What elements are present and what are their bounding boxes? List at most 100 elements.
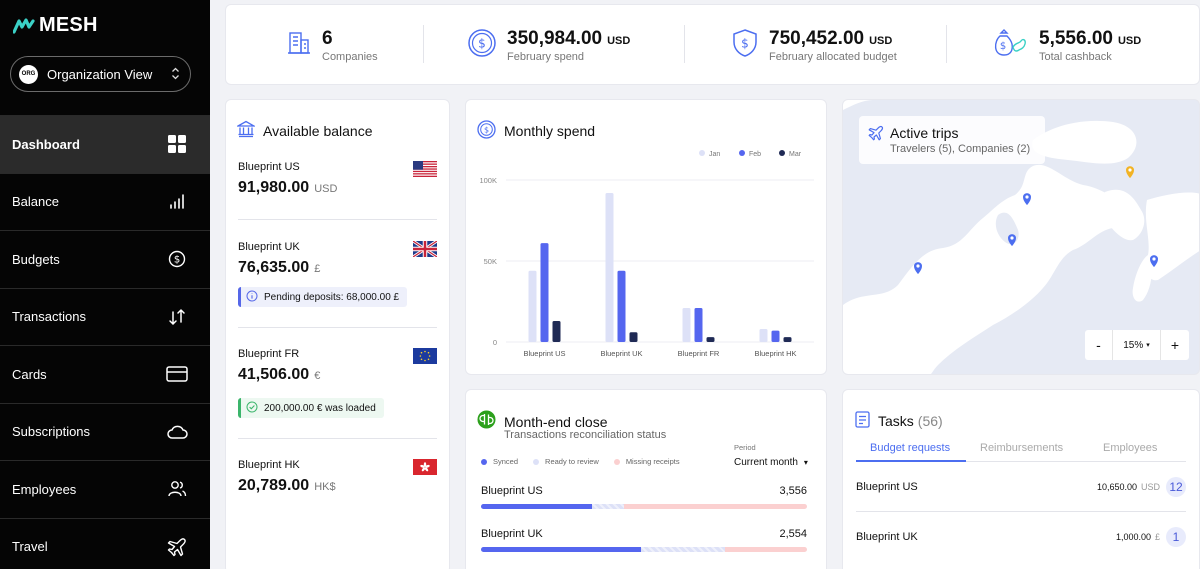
tab-budget-requests[interactable]: Budget requests xyxy=(870,442,951,454)
card-title: Active trips xyxy=(890,125,959,141)
sidebar-item-travel[interactable]: Travel xyxy=(0,519,210,569)
zoom-control: - 15% ▾ + xyxy=(1085,330,1189,360)
balance-item-uk[interactable]: Blueprint UK 76,635.00 £ xyxy=(238,241,437,277)
logo[interactable]: MESH xyxy=(13,14,98,37)
monthly-spend-chart: 0 50K 100K Blueprint US Blueprint UK Blueprin… xyxy=(479,150,814,358)
card-title: Month-end close xyxy=(504,414,608,430)
legend-label: Missing receipts xyxy=(625,457,680,466)
sidebar-item-transactions[interactable]: Transactions xyxy=(0,289,210,346)
sidebar-item-subscriptions[interactable]: Subscriptions xyxy=(0,404,210,461)
x-tick-label: Blueprint FR xyxy=(678,349,720,358)
month-end-close-card: Month-end close Transactions reconciliat… xyxy=(465,389,827,569)
zoom-level-select[interactable]: 15% ▾ xyxy=(1113,330,1161,360)
svg-text:$: $ xyxy=(478,37,486,51)
stat-label: February allocated budget xyxy=(769,51,897,63)
reconciliation-row[interactable]: Blueprint UK 2,554 xyxy=(481,528,807,540)
monthly-spend-card: $ Monthly spend 0 50K 100K Blueprint US Blue… xyxy=(465,99,827,375)
stat-unit: USD xyxy=(607,35,631,47)
sidebar-item-label: Travel xyxy=(12,539,48,555)
balance-amount: 91,980.00 xyxy=(238,179,310,196)
stat-cashback: $ 5,556.00 USD Total cashback xyxy=(991,5,1141,86)
available-balance-card: Available balance Blueprint US 91,980.00… xyxy=(225,99,450,569)
balance-item-us[interactable]: Blueprint US 91,980.00 USD xyxy=(238,161,437,197)
stat-unit: USD xyxy=(1117,35,1142,47)
svg-text:$: $ xyxy=(484,126,489,135)
hk-flag-icon xyxy=(413,459,437,475)
note-text: 200,000.00 € was loaded xyxy=(264,402,376,414)
missing-segment xyxy=(624,504,807,509)
zoom-in-button[interactable]: + xyxy=(1170,337,1180,353)
count-badge: 1 xyxy=(1166,527,1186,547)
divider xyxy=(238,219,437,220)
synced-segment xyxy=(481,547,641,552)
task-list-icon xyxy=(855,410,870,431)
quickbooks-icon xyxy=(477,410,496,434)
company-name: Blueprint FR xyxy=(238,348,300,360)
sidebar-item-budgets[interactable]: Budgets $ xyxy=(0,231,210,289)
legend-swatch xyxy=(533,458,540,465)
x-tick-label: Blueprint US xyxy=(523,349,565,358)
sidebar-item-dashboard[interactable]: Dashboard xyxy=(0,116,210,174)
tab-reimbursements[interactable]: Reimbursements xyxy=(980,442,1064,454)
zoom-level: 15% xyxy=(1123,339,1144,351)
grid-icon xyxy=(166,133,188,155)
currency: € xyxy=(314,370,321,382)
y-tick-label: 100K xyxy=(479,176,497,185)
reconciliation-progress xyxy=(481,547,807,552)
y-tick-label: 0 xyxy=(493,338,497,347)
sidebar-item-label: Dashboard xyxy=(12,136,80,152)
currency: HK$ xyxy=(314,481,336,493)
balance-item-fr[interactable]: Blueprint FR 41,506.00 € xyxy=(238,348,437,384)
airplane-icon xyxy=(166,536,188,558)
stat-value: 750,452.00 xyxy=(769,28,865,49)
world-map[interactable] xyxy=(843,100,1200,375)
sidebar-nav: Dashboard Balance Budgets $ Transactions… xyxy=(0,115,210,569)
active-trips-card: Active trips Travelers (5), Companies (2… xyxy=(842,99,1200,375)
reconciliation-progress xyxy=(481,504,807,509)
zoom-out-button[interactable]: - xyxy=(1085,330,1113,360)
chevron-down-icon: ▾ xyxy=(1146,342,1150,349)
arrows-up-down-icon xyxy=(166,306,188,328)
sidebar-item-cards[interactable]: Cards xyxy=(0,346,210,404)
currency: USD xyxy=(314,183,338,195)
task-amount: 10,650.00 xyxy=(1096,482,1137,492)
eu-flag-icon xyxy=(413,348,437,364)
company-name: Blueprint HK xyxy=(238,459,300,471)
legend-label: Synced xyxy=(493,457,519,466)
bar xyxy=(771,330,780,342)
stat-value: 5,556.00 xyxy=(1039,28,1113,49)
legend-swatch xyxy=(481,458,487,465)
period-value: Current month xyxy=(734,457,798,468)
x-tick-label: Blueprint HK xyxy=(754,349,796,358)
reconciliation-legend: Synced Ready to review Missing receipts xyxy=(481,457,680,466)
stats-bar: 6 Companies $ 350,984.00 USD February spe… xyxy=(225,4,1200,85)
trips-subtitle: Travelers (5), Companies (2) xyxy=(890,143,1031,155)
company-name: Blueprint US xyxy=(238,161,300,173)
airplane-icon xyxy=(868,125,884,146)
dollar-circle-icon: $ xyxy=(166,248,188,270)
period-select[interactable]: Current month ▾ xyxy=(734,457,808,468)
stat-unit: USD xyxy=(869,35,893,47)
divider xyxy=(423,25,424,63)
legend-label: Jan xyxy=(709,151,720,158)
stat-value: 6 xyxy=(322,28,333,49)
missing-segment xyxy=(725,547,807,552)
task-row[interactable]: Blueprint UK 1,000.00 £ 1 xyxy=(856,527,1186,547)
org-badge: ORG xyxy=(19,64,38,84)
balance-item-hk[interactable]: Blueprint HK 20,789.00 HK$ xyxy=(238,459,437,495)
tab-employees[interactable]: Employees xyxy=(1103,442,1158,454)
legend-label: Mar xyxy=(789,151,802,158)
us-flag-icon xyxy=(413,161,437,177)
mesh-logo-icon xyxy=(13,17,35,34)
sidebar-item-employees[interactable]: Employees xyxy=(0,461,210,519)
users-icon xyxy=(166,478,188,500)
org-view-select[interactable]: ORG Organization View xyxy=(10,56,191,92)
bar xyxy=(629,332,638,342)
sidebar-item-label: Balance xyxy=(12,194,59,210)
tasks-card: Tasks (56) Budget requests Reimbursement… xyxy=(842,389,1200,569)
stat-label: Total cashback xyxy=(1039,51,1112,63)
sidebar-item-balance[interactable]: Balance xyxy=(0,174,210,231)
reconciliation-row[interactable]: Blueprint US 3,556 xyxy=(481,485,807,497)
task-row[interactable]: Blueprint US 10,650.00 USD 12 xyxy=(856,477,1186,497)
uk-flag-icon xyxy=(413,241,437,257)
